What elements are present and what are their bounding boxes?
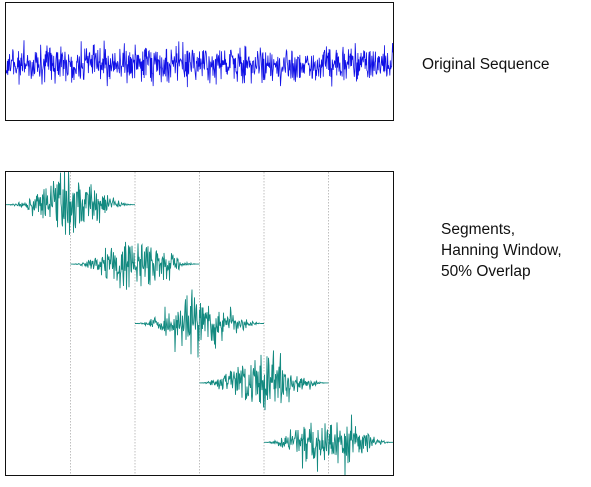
windowed-segment-3 (135, 289, 264, 358)
segments-label: Segments, Hanning Window, 50% Overlap (441, 219, 562, 282)
segments-plot (5, 171, 394, 476)
segments-canvas (6, 172, 393, 475)
original-sequence-plot (5, 2, 394, 121)
original-sequence-label: Original Sequence (422, 56, 550, 73)
segments-label-line-2: Hanning Window, (441, 242, 562, 259)
windowed-segment-5 (263, 414, 393, 475)
original-sequence-trace (6, 40, 393, 88)
original-sequence-signal (6, 40, 393, 88)
windowed-segment-4 (199, 350, 329, 411)
windowed-segment-2 (70, 241, 200, 290)
segments-label-line-3: 50% Overlap (441, 263, 531, 280)
windowed-segment-1 (6, 172, 136, 236)
segments-label-line-1: Segments, (441, 221, 516, 238)
